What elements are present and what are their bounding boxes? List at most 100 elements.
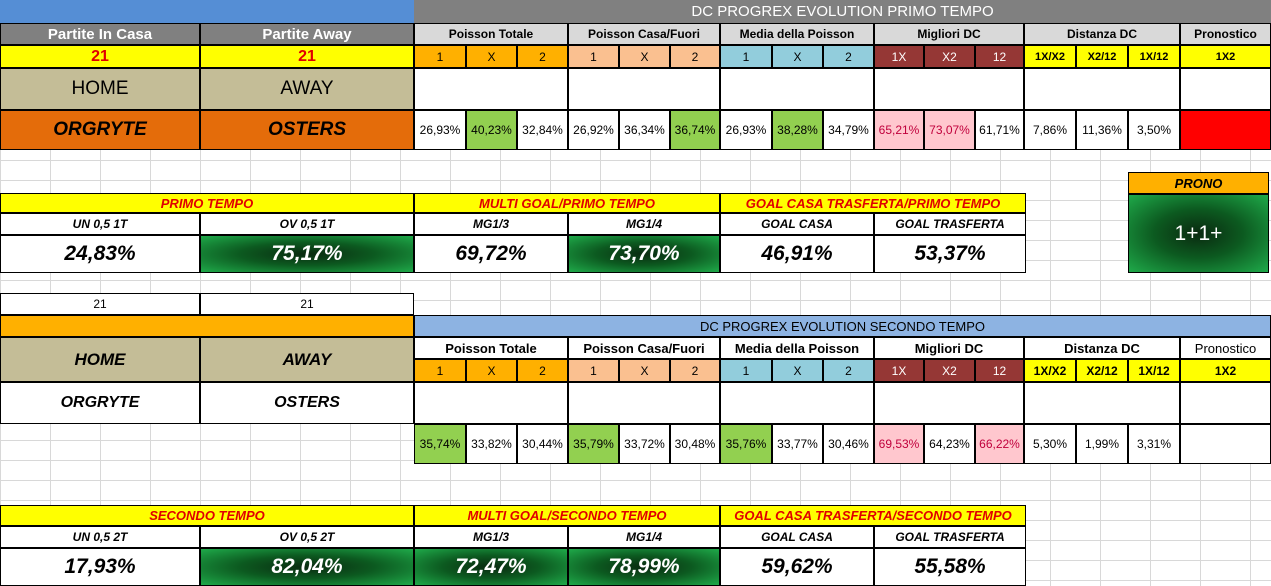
sub-header: 1 [720,359,772,382]
away-team-name-2: OSTERS [200,382,414,424]
value-cell: 40,23% [466,110,517,150]
sub-header: X2 [924,45,975,68]
stat-label: OV 0,5 1T [200,213,414,235]
stat-value: 53,37% [874,235,1026,273]
empty-cell [874,68,1024,110]
sub-header: X [466,359,517,382]
value-cell: 5,30% [1024,424,1076,464]
secondo-tempo-header: SECONDO TEMPO [0,505,414,526]
prono-value: 1+1+ [1128,194,1269,273]
stat-label: MG1/4 [568,526,720,548]
sub-header: 2 [517,359,568,382]
away-team-name: OSTERS [200,110,414,150]
value-cell: 26,93% [720,110,772,150]
stat-label: GOAL TRASFERTA [874,526,1026,548]
stat-label: UN 0,5 2T [0,526,200,548]
sheet-title-secondo: DC PROGREX EVOLUTION SECONDO TEMPO [414,315,1271,337]
empty-cell [414,68,568,110]
value-cell: 3,50% [1128,110,1180,150]
empty-cell [720,68,874,110]
value-cell: 35,76% [720,424,772,464]
stat-label: OV 0,5 2T [200,526,414,548]
empty-cell [1024,68,1180,110]
sub-header: 12 [975,45,1024,68]
stat-value: 46,91% [720,235,874,273]
group-distanza-dc: Distanza DC [1024,23,1180,45]
pronostico-cell-2 [1180,424,1271,464]
sub-header: 12 [975,359,1024,382]
mid-casa-count: 21 [0,293,200,315]
value-cell: 11,36% [1076,110,1128,150]
stat-value: 59,62% [720,548,874,586]
home-team-name: ORGRYTE [0,110,200,150]
stat-value-highlight: 73,70% [568,235,720,273]
sub-header: 2 [823,359,874,382]
value-cell: 32,84% [517,110,568,150]
sub-header: 1 [568,359,619,382]
sub-header: 2 [517,45,568,68]
group-poisson-totale: Poisson Totale [414,23,568,45]
empty-cell [1180,68,1271,110]
sub-header: 1X/12 [1128,45,1180,68]
group-media-poisson: Media della Poisson [720,23,874,45]
value-cell: 33,82% [466,424,517,464]
stat-value-highlight: 72,47% [414,548,568,586]
home-label: HOME [0,68,200,110]
value-cell: 64,23% [924,424,975,464]
sub-header: 2 [823,45,874,68]
sub-header: 1 [568,45,619,68]
stat-label: MG1/3 [414,213,568,235]
sub-header: 2 [670,359,720,382]
stat-value-highlight: 82,04% [200,548,414,586]
sub-header: 1 [414,359,466,382]
value-cell: 33,77% [772,424,823,464]
stat-label: MG1/4 [568,213,720,235]
empty-cell [874,382,1024,424]
partite-casa-label: Partite In Casa [0,23,200,45]
sub-header: X2/12 [1076,45,1128,68]
stat-value: 69,72% [414,235,568,273]
sub-header: X [619,45,670,68]
empty-cell [1180,382,1271,424]
sub-header: 1X [874,45,924,68]
value-cell: 26,93% [414,110,466,150]
sub-header: 1X2 [1180,45,1271,68]
group-poisson-casa-fuori-2: Poisson Casa/Fuori [568,337,720,359]
group-migliori-dc: Migliori DC [874,23,1024,45]
home-team-name-2: ORGRYTE [0,382,200,424]
partite-away-label: Partite Away [200,23,414,45]
multi-goal-primo-header: MULTI GOAL/PRIMO TEMPO [414,193,720,213]
top-left-blue-bar [0,0,414,23]
stat-value: 55,58% [874,548,1026,586]
sub-header: X2 [924,359,975,382]
bottom-left-orange-bar [0,315,414,337]
empty-cell [1024,382,1180,424]
home-label-2: HOME [0,337,200,382]
group-distanza-dc-2: Distanza DC [1024,337,1180,359]
group-migliori-dc-2: Migliori DC [874,337,1024,359]
away-label-2: AWAY [200,337,414,382]
value-cell: 36,74% [670,110,720,150]
goal-ct-secondo-header: GOAL CASA TRASFERTA/SECONDO TEMPO [720,505,1026,526]
mid-away-count: 21 [200,293,414,315]
stat-value-highlight: 78,99% [568,548,720,586]
stat-label: UN 0,5 1T [0,213,200,235]
sub-header: X2/12 [1076,359,1128,382]
sub-header: 1X/X2 [1024,45,1076,68]
value-cell: 35,79% [568,424,619,464]
value-cell: 36,34% [619,110,670,150]
sub-header: 1X [874,359,924,382]
value-cell: 33,72% [619,424,670,464]
stat-label: GOAL CASA [720,213,874,235]
multi-goal-secondo-header: MULTI GOAL/SECONDO TEMPO [414,505,720,526]
value-cell: 7,86% [1024,110,1076,150]
value-cell: 73,07% [924,110,975,150]
goal-ct-primo-header: GOAL CASA TRASFERTA/PRIMO TEMPO [720,193,1026,213]
value-cell: 30,44% [517,424,568,464]
partite-casa-value: 21 [0,45,200,68]
stat-label: GOAL TRASFERTA [874,213,1026,235]
stat-value: 17,93% [0,548,200,586]
stat-label: MG1/3 [414,526,568,548]
value-cell: 69,53% [874,424,924,464]
value-cell: 35,74% [414,424,466,464]
